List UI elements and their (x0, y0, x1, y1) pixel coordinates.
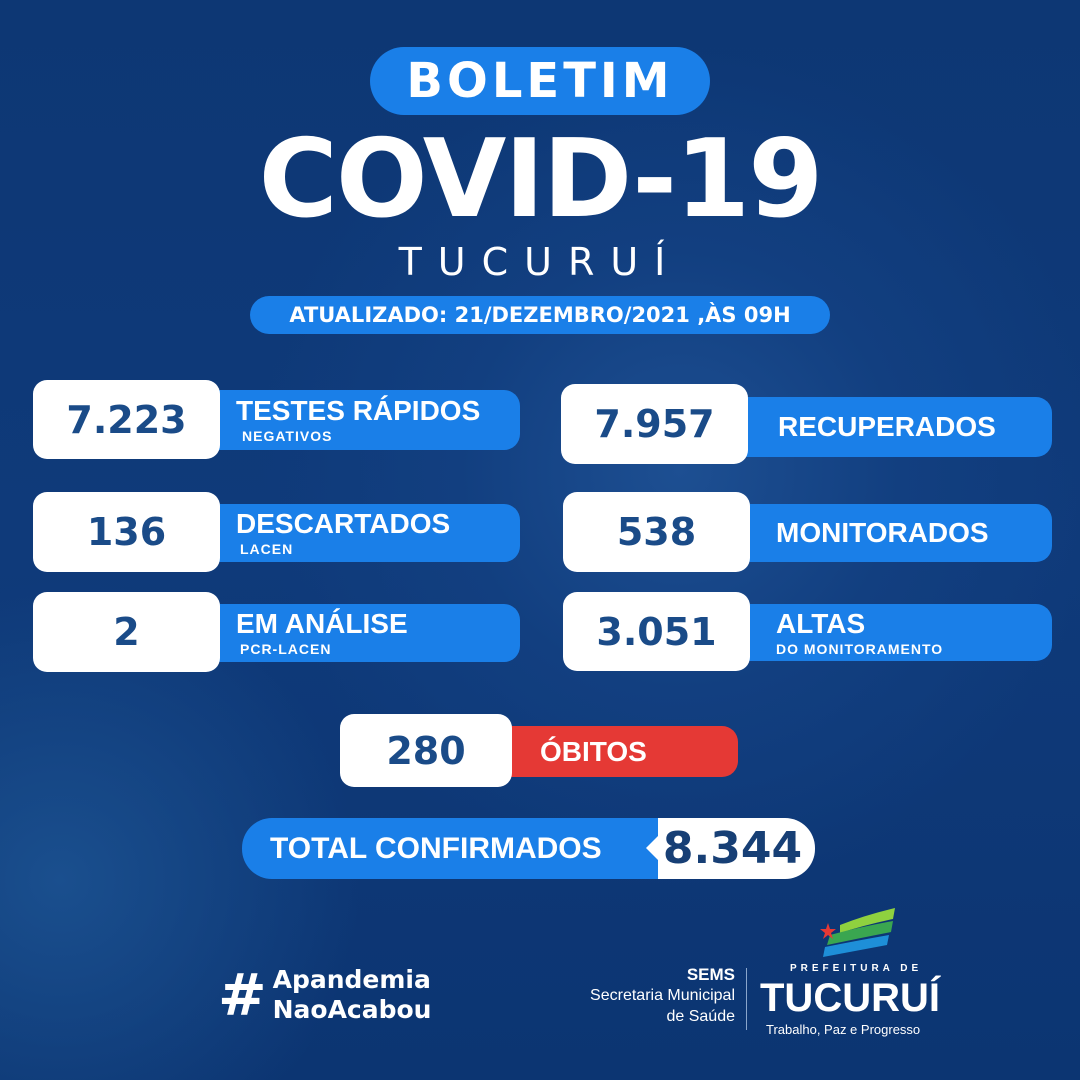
label: ALTAS (776, 607, 866, 639)
page-title: COVID-19 (258, 117, 824, 242)
sems-line1: Secretaria Municipal (590, 987, 735, 1004)
obitos-value: 280 (340, 714, 512, 787)
boletim-badge: BOLETIM (370, 47, 710, 115)
updated-date: ATUALIZADO: 21/DEZEMBRO/2021 ,ÀS 09H (250, 296, 830, 334)
obitos-label: ÓBITOS (500, 726, 738, 777)
monitorados-label: MONITORADOS (730, 504, 1052, 562)
testes-label: TESTES RÁPIDOS NEGATIVOS (200, 390, 520, 450)
descartados-label: DESCARTADOS LACEN (200, 504, 520, 562)
sems-line2: de Saúde (666, 1008, 735, 1025)
hashtag-line1: Apandemia (272, 965, 431, 994)
label: DESCARTADOS (236, 508, 451, 539)
hashtag: # Apandemia NaoAcabou (218, 962, 431, 1028)
analise-value: 2 (33, 592, 220, 672)
testes-value: 7.223 (33, 380, 220, 459)
sems-title: SEMS (686, 965, 735, 984)
total-arrow (646, 836, 658, 860)
hashtag-line2: NaoAcabou (272, 995, 432, 1024)
prefeitura-motto: Trabalho, Paz e Progresso (766, 1022, 921, 1037)
recuperados-label: RECUPERADOS (730, 397, 1052, 457)
prefeitura-logo: PREFEITURA DE TUCURUÍ Trabalho, Paz e Pr… (760, 962, 940, 1038)
hash-icon: # (218, 961, 267, 1029)
prefeitura-city: TUCURUÍ (760, 976, 940, 1020)
prefeitura-flag-logo (820, 908, 895, 957)
altas-label: ALTAS DO MONITORAMENTO (730, 604, 1052, 661)
label: TESTES RÁPIDOS (236, 395, 481, 426)
divider (746, 968, 747, 1030)
monitorados-value: 538 (563, 492, 750, 572)
sems-logo: SEMS Secretaria Municipal de Saúde (555, 964, 735, 1027)
descartados-value: 136 (33, 492, 220, 572)
label: RECUPERADOS (778, 411, 996, 442)
sublabel: DO MONITORAMENTO (776, 640, 944, 657)
total-label: TOTAL CONFIRMADOS (242, 818, 682, 879)
recuperados-value: 7.957 (561, 384, 748, 464)
city-name: TUCURUÍ (398, 240, 682, 284)
analise-label: EM ANÁLISE PCR-LACEN (200, 604, 520, 662)
sublabel: LACEN (240, 541, 294, 557)
total-value: 8.344 (658, 818, 815, 879)
prefeitura-label: PREFEITURA DE (790, 963, 923, 974)
sublabel: NEGATIVOS (242, 428, 333, 444)
label: MONITORADOS (776, 517, 989, 548)
altas-value: 3.051 (563, 592, 750, 671)
sublabel: PCR-LACEN (240, 641, 332, 657)
label: EM ANÁLISE (236, 608, 408, 639)
